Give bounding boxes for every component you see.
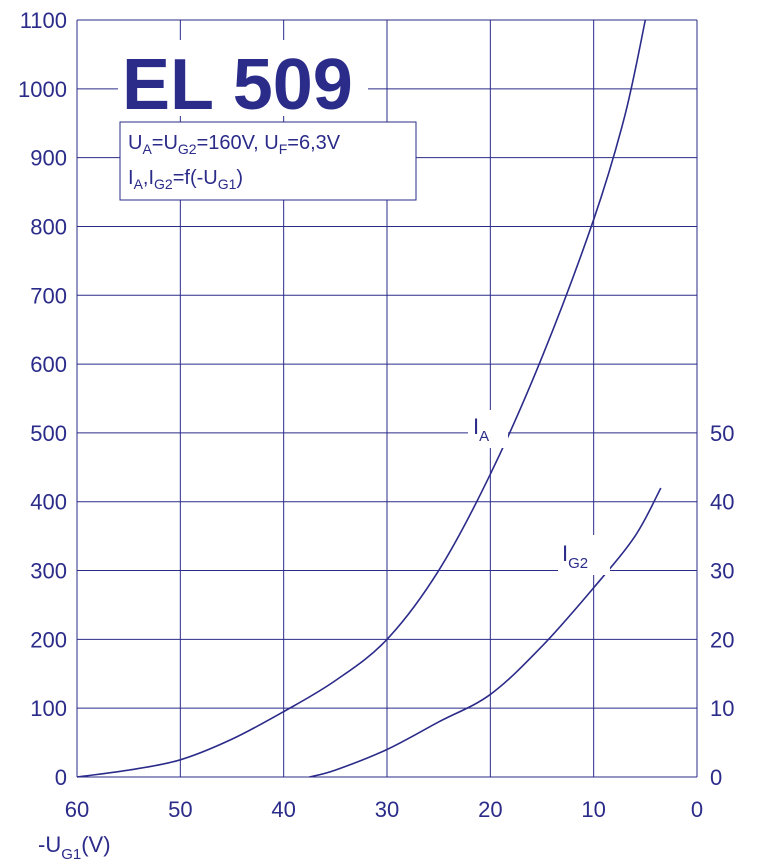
y-right-tick-backdrop	[700, 625, 755, 652]
y-left-tick-label: 800	[30, 214, 67, 239]
y-left-tick-label: 500	[30, 421, 67, 446]
y-right-tick-label: 20	[710, 627, 734, 652]
y-right-tick-label: 10	[710, 696, 734, 721]
y-left-tick-backdrop	[2, 694, 68, 721]
x-tick-label: 20	[478, 797, 502, 822]
y-right-tick-label: 30	[710, 559, 734, 584]
chart-title: EL 509	[122, 45, 353, 125]
y-left-tick-label: 400	[30, 490, 67, 515]
x-tick-label: 10	[581, 797, 605, 822]
x-tick-label: 60	[65, 797, 89, 822]
y-left-tick-label: 1000	[18, 77, 67, 102]
y-left-tick-backdrop	[2, 281, 68, 308]
conditions-line-1: UA=UG2=160V, UF=6,3V	[128, 132, 341, 157]
y-left-tick-label: 900	[30, 146, 67, 171]
y-right-tick-label: 0	[710, 765, 722, 790]
title-backdrop	[118, 40, 368, 116]
y-left-tick-label: 200	[30, 627, 67, 652]
y-left-tick-backdrop	[2, 74, 68, 101]
y-left-tick-label: 1100	[20, 8, 67, 33]
y-right-tick-backdrop	[700, 763, 755, 789]
y-right-tick-backdrop	[700, 487, 755, 514]
y-left-tick-label: 700	[30, 283, 67, 308]
y-left-tick-backdrop	[2, 350, 68, 377]
y-left-tick-backdrop	[2, 763, 68, 789]
curves	[76, 19, 662, 778]
y-left-tick-backdrop	[2, 418, 68, 445]
y-left-tick-label: 100	[30, 696, 67, 721]
conditions-box	[119, 121, 417, 201]
y-right-tick-label: 40	[710, 490, 734, 515]
y-left-tick-backdrop	[2, 487, 68, 514]
y-right-tick-backdrop	[700, 556, 755, 583]
y-right-tick-backdrop	[700, 694, 755, 721]
tick-labels: 0100200300400500600700800900100011000102…	[2, 6, 755, 822]
label-ig2-backdrop	[558, 535, 610, 575]
label-ia-backdrop	[468, 410, 508, 448]
y-left-tick-backdrop	[2, 143, 68, 170]
series-label-ig2: IG2	[562, 541, 588, 572]
y-right-tick-label: 50	[710, 421, 734, 446]
y-left-tick-backdrop	[2, 6, 68, 32]
y-left-tick-backdrop	[2, 556, 68, 583]
series-line-ig2	[309, 487, 662, 778]
y-left-tick-label: 0	[55, 765, 67, 790]
x-tick-label: 50	[168, 797, 192, 822]
conditions-line-2: IA,IG2=f(-UG1)	[128, 167, 243, 192]
x-tick-label: 30	[375, 797, 399, 822]
y-right-tick-backdrop	[700, 418, 755, 445]
x-axis-label: -UG1(V)	[38, 832, 111, 863]
y-left-tick-backdrop	[2, 212, 68, 239]
series-label-ia: IA	[473, 414, 489, 445]
y-left-tick-label: 300	[30, 559, 67, 584]
x-tick-label: 0	[691, 797, 703, 822]
series-line-ia	[76, 19, 647, 778]
y-left-tick-backdrop	[2, 625, 68, 652]
x-tick-label: 40	[271, 797, 295, 822]
y-left-tick-label: 600	[30, 352, 67, 377]
